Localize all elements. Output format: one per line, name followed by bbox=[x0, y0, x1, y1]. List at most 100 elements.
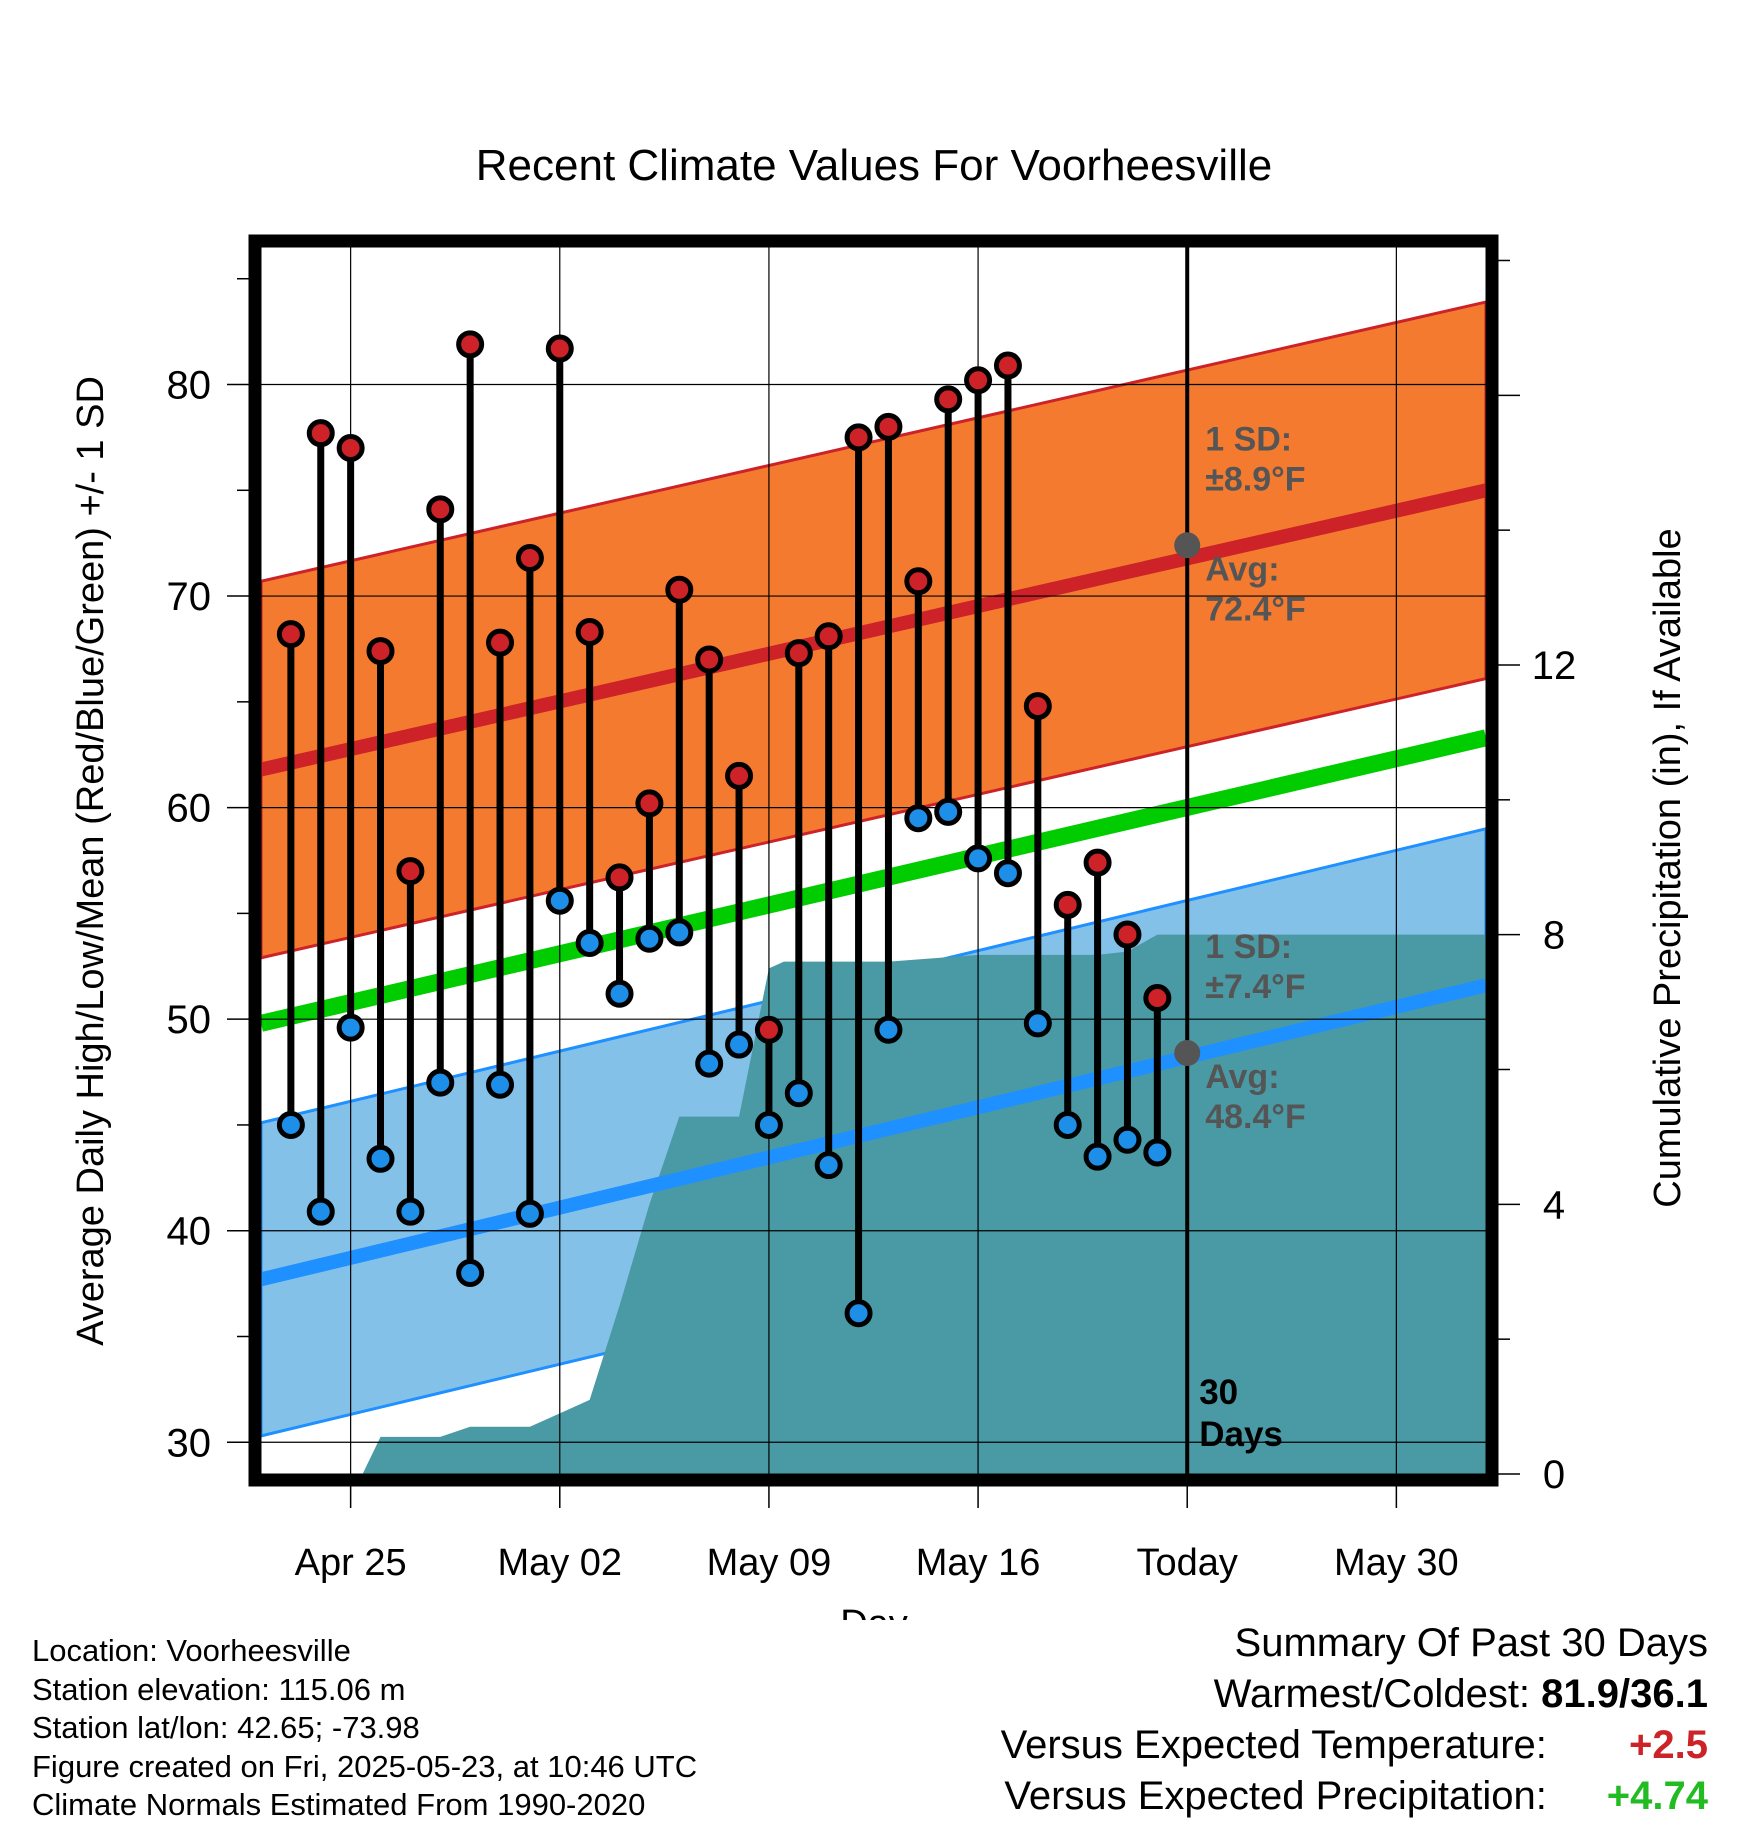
summary-temp: Versus Expected Temperature: +2.5 bbox=[1001, 1720, 1708, 1771]
daily-high-point bbox=[904, 567, 933, 596]
daily-low-point bbox=[814, 1151, 843, 1180]
daily-low-point bbox=[336, 1013, 365, 1042]
daily-low-point bbox=[1053, 1110, 1082, 1139]
high-sd-label: 1 SD: bbox=[1205, 420, 1292, 458]
period-label-number: 30 bbox=[1199, 1373, 1238, 1412]
high-avg-value: 72.4°F bbox=[1205, 590, 1306, 628]
daily-low-point bbox=[515, 1199, 544, 1228]
low-avg-label: Avg: bbox=[1205, 1058, 1279, 1096]
daily-low-point bbox=[456, 1259, 485, 1288]
daily-low-point bbox=[306, 1197, 335, 1226]
daily-high-point bbox=[964, 366, 993, 395]
daily-low-point bbox=[695, 1049, 724, 1078]
y-tick-label: 50 bbox=[167, 998, 212, 1042]
daily-low-point bbox=[844, 1299, 873, 1328]
y-tick-label: 80 bbox=[167, 364, 212, 408]
daily-high-point bbox=[545, 334, 574, 363]
temp-label: Versus Expected Temperature: bbox=[1000, 1723, 1547, 1767]
daily-high-point bbox=[814, 622, 843, 651]
daily-high-point bbox=[1053, 890, 1082, 919]
daily-low-point bbox=[784, 1079, 813, 1108]
daily-low-point bbox=[725, 1030, 754, 1059]
daily-low-point bbox=[934, 797, 963, 826]
created-text: Figure created on Fri, 2025-05-23, at 10… bbox=[32, 1748, 698, 1784]
today-high-avg-marker bbox=[1174, 532, 1201, 559]
y2-tick-label: 4 bbox=[1543, 1183, 1565, 1227]
daily-high-point bbox=[306, 419, 335, 448]
daily-high-point bbox=[575, 618, 604, 647]
daily-high-point bbox=[605, 863, 634, 892]
daily-high-point bbox=[1143, 984, 1172, 1013]
summary-panel: Summary Of Past 30 Days Warmest/Coldest:… bbox=[1001, 1618, 1708, 1822]
summary-heading: Summary Of Past 30 Days bbox=[1234, 1621, 1708, 1665]
summary-precip: Versus Expected Precipitation: +4.74 bbox=[1001, 1771, 1708, 1822]
latlon-text: Station lat/lon: 42.65; -73.98 bbox=[32, 1710, 420, 1745]
chart-title: Recent Climate Values For Voorheesville bbox=[476, 141, 1272, 190]
daily-high-point bbox=[426, 495, 455, 524]
daily-low-point bbox=[366, 1144, 395, 1173]
high-avg-label: Avg: bbox=[1205, 550, 1279, 588]
x-axis-label: Day bbox=[840, 1603, 908, 1620]
daily-high-point bbox=[695, 645, 724, 674]
daily-low-point bbox=[904, 804, 933, 833]
daily-low-point bbox=[1113, 1125, 1142, 1154]
daily-high-point bbox=[874, 412, 903, 441]
daily-low-point bbox=[964, 844, 993, 873]
daily-low-point bbox=[665, 918, 694, 947]
daily-high-point bbox=[1083, 848, 1112, 877]
elevation-text: Station elevation: 115.06 m bbox=[32, 1671, 406, 1707]
y2-tick-label: 8 bbox=[1543, 914, 1565, 958]
daily-low-point bbox=[993, 859, 1022, 888]
warm-cold-label: Warmest/Coldest: bbox=[1213, 1672, 1531, 1716]
x-tick-label: May 02 bbox=[497, 1542, 622, 1584]
period-label-unit: Days bbox=[1199, 1415, 1283, 1454]
daily-high-point bbox=[515, 543, 544, 572]
daily-low-point bbox=[486, 1070, 515, 1099]
daily-high-point bbox=[336, 433, 365, 462]
precip-area bbox=[261, 934, 1486, 1474]
daily-low-point bbox=[575, 929, 604, 958]
climate-chart: Recent Climate Values For Voorheesville … bbox=[70, 141, 1689, 1620]
station-info: Location: Voorheesville Station elevatio… bbox=[32, 1632, 697, 1825]
daily-low-point bbox=[754, 1110, 783, 1139]
daily-high-point bbox=[934, 385, 963, 414]
warm-cold-value: 81.9/36.1 bbox=[1541, 1672, 1708, 1716]
y2-tick-label: 12 bbox=[1532, 644, 1577, 688]
daily-low-point bbox=[605, 979, 634, 1008]
high-sd-value: ±8.9°F bbox=[1205, 460, 1305, 498]
y-tick-label: 70 bbox=[167, 575, 212, 619]
low-sd-label: 1 SD: bbox=[1205, 928, 1292, 966]
daily-low-point bbox=[276, 1110, 305, 1139]
daily-low-point bbox=[635, 924, 664, 953]
daily-low-point bbox=[1023, 1009, 1052, 1038]
x-tick-label: May 30 bbox=[1334, 1542, 1459, 1584]
y-axis-label: Average Daily High/Low/Mean (Red/Blue/Gr… bbox=[70, 376, 112, 1346]
daily-high-point bbox=[276, 620, 305, 649]
daily-low-point bbox=[1143, 1138, 1172, 1167]
daily-high-point bbox=[396, 857, 425, 886]
daily-low-point bbox=[874, 1015, 903, 1044]
precip-value: +4.74 bbox=[1606, 1774, 1708, 1818]
daily-high-point bbox=[993, 351, 1022, 380]
y-tick-label: 30 bbox=[167, 1421, 212, 1465]
plot-frame bbox=[248, 234, 1499, 1487]
high-normal-line bbox=[261, 483, 1486, 777]
daily-high-point bbox=[1023, 692, 1052, 721]
daily-high-point bbox=[665, 575, 694, 604]
location-text: Location: Voorheesville bbox=[32, 1633, 351, 1668]
daily-high-point bbox=[635, 789, 664, 818]
daily-high-point bbox=[486, 628, 515, 657]
today-low-avg-marker bbox=[1174, 1040, 1201, 1067]
x-tick-label: Apr 25 bbox=[295, 1542, 407, 1584]
daily-low-point bbox=[396, 1197, 425, 1226]
low-sd-value: ±7.4°F bbox=[1205, 968, 1305, 1006]
normals-text: Climate Normals Estimated From 1990-2020 bbox=[32, 1787, 646, 1822]
daily-low-point bbox=[1083, 1142, 1112, 1171]
daily-high-point bbox=[844, 423, 873, 452]
x-tick-label: Today bbox=[1137, 1542, 1238, 1584]
y-tick-label: 60 bbox=[167, 787, 212, 831]
daily-high-point bbox=[1113, 920, 1142, 949]
precip-label: Versus Expected Precipitation: bbox=[1004, 1774, 1547, 1818]
daily-high-point bbox=[456, 330, 485, 359]
daily-high-point bbox=[784, 639, 813, 668]
